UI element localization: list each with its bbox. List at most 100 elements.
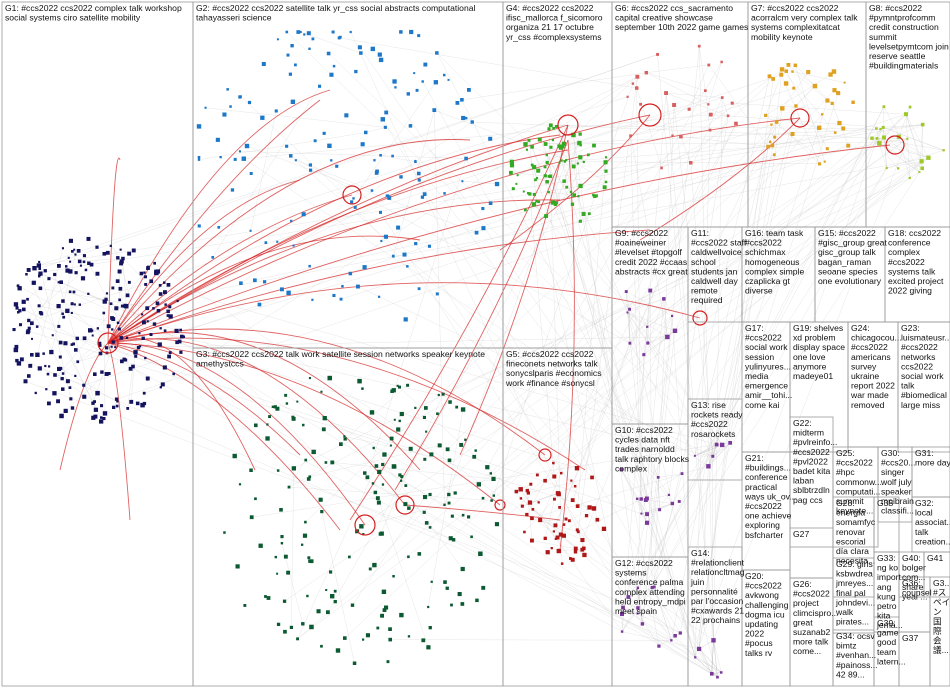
edge [647, 290, 651, 327]
node [320, 510, 324, 514]
node [144, 275, 147, 279]
node [362, 265, 367, 270]
node [91, 415, 96, 420]
node [825, 147, 829, 151]
node [382, 452, 387, 457]
node [61, 299, 65, 303]
node [253, 278, 257, 283]
node [547, 190, 550, 194]
node [619, 468, 623, 472]
node [82, 260, 86, 264]
node [329, 72, 334, 77]
edge [637, 106, 885, 588]
node [388, 627, 392, 631]
group-label-g16: G16: team task #ccs2022 schichmax homogeneo… [745, 228, 804, 296]
edge [328, 53, 631, 344]
group-label-line: G13: rise [691, 400, 726, 410]
node [291, 415, 295, 419]
edge [122, 258, 127, 307]
node [197, 158, 201, 161]
node [764, 113, 768, 117]
group-label-line: G9: #ccs2022 [615, 228, 668, 238]
node [303, 33, 306, 36]
group-label-line: #pymntprofcomm [869, 13, 935, 23]
node [61, 247, 64, 250]
node [392, 79, 397, 84]
group-label-line: G37 [902, 633, 918, 643]
group-label-line: computati... [836, 486, 880, 496]
node [102, 311, 106, 315]
node [273, 405, 277, 409]
node [602, 185, 607, 190]
node [182, 335, 185, 338]
node [381, 483, 385, 486]
node [881, 125, 885, 129]
node [360, 142, 365, 147]
edge [527, 490, 533, 541]
node [65, 379, 70, 384]
group-label-g36: G36: counsel [902, 578, 932, 598]
node [73, 303, 76, 306]
node [74, 253, 77, 256]
group-label-line: sonycslparis #economics [506, 368, 602, 378]
group-label-g3: G3: #ccs2022 ccs2022 talk work satellite… [196, 349, 485, 369]
group-label-line: G36: [902, 578, 921, 588]
edge [517, 145, 595, 176]
node [403, 502, 408, 507]
node [560, 471, 563, 475]
edge [878, 142, 920, 173]
node [423, 62, 428, 67]
node [389, 444, 392, 447]
node [582, 160, 585, 163]
node [558, 506, 561, 509]
group-label-line: escorial [836, 536, 866, 546]
edge [288, 167, 887, 488]
node [35, 352, 40, 357]
node [635, 74, 640, 79]
edge [705, 90, 711, 131]
edge [795, 65, 816, 87]
node [605, 156, 608, 159]
node [311, 37, 315, 41]
node [56, 399, 60, 404]
node [408, 446, 413, 451]
group-label-line: associat... [915, 517, 950, 527]
group-label-line: #ccs2022 [691, 419, 728, 429]
node [280, 542, 284, 545]
edge [77, 154, 775, 362]
edge [905, 114, 922, 162]
node [407, 506, 411, 510]
edge [528, 477, 593, 494]
group-label-g14: G14: #relationclient relationcltmag juin per… [690, 548, 745, 625]
node [80, 276, 86, 281]
node [306, 594, 309, 598]
red-edge [107, 144, 891, 344]
edge [535, 128, 881, 181]
edge [254, 142, 880, 281]
group-label-line: social work [745, 342, 788, 352]
edge [116, 145, 849, 400]
node [131, 248, 136, 253]
group-label-g31: G31: more day [915, 448, 950, 468]
node [897, 167, 900, 170]
node [386, 660, 390, 664]
node [636, 497, 639, 500]
group-label-line: talk [915, 527, 929, 537]
node [535, 199, 538, 203]
node [264, 241, 268, 244]
node [126, 407, 130, 410]
edge [393, 110, 435, 257]
red-edges [59, 89, 891, 551]
group-label-line: dogma icu [745, 609, 785, 619]
edge [708, 442, 731, 467]
node [590, 475, 594, 480]
edge [144, 387, 161, 394]
node [166, 283, 171, 287]
node [530, 163, 534, 167]
node [285, 30, 289, 34]
node [58, 340, 63, 345]
edge [769, 121, 777, 142]
node [364, 130, 368, 135]
edge [765, 74, 782, 116]
node [343, 437, 347, 441]
